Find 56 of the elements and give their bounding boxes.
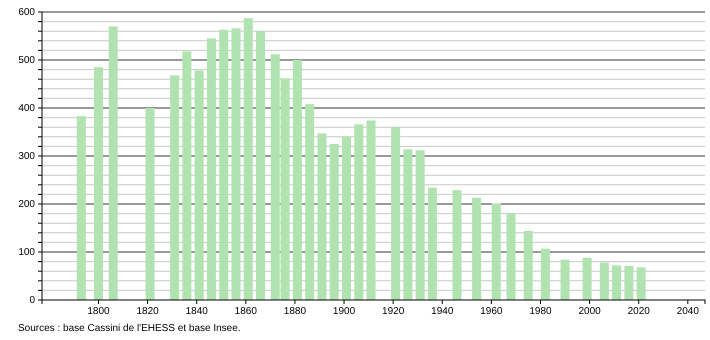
bar bbox=[506, 214, 516, 300]
bar bbox=[403, 149, 412, 300]
bar bbox=[416, 150, 425, 300]
bar bbox=[354, 124, 364, 300]
bar bbox=[317, 133, 326, 300]
y-tick-label: 600 bbox=[18, 7, 36, 18]
x-tick-label: 2040 bbox=[676, 306, 700, 318]
x-tick-label: 1860 bbox=[234, 306, 258, 318]
bar bbox=[560, 260, 570, 300]
bar bbox=[94, 67, 103, 300]
bar bbox=[170, 75, 180, 300]
bar bbox=[330, 144, 339, 300]
y-tick-label: 500 bbox=[18, 55, 36, 66]
bar bbox=[206, 38, 216, 300]
y-tick-label: 100 bbox=[18, 247, 36, 258]
bar bbox=[600, 262, 609, 300]
x-tick-label: 1940 bbox=[431, 306, 454, 318]
bar bbox=[305, 104, 314, 300]
bar bbox=[146, 108, 155, 300]
bar bbox=[636, 267, 646, 300]
bar bbox=[219, 30, 228, 300]
x-tick-label: 1840 bbox=[186, 306, 208, 318]
bar bbox=[194, 70, 204, 300]
bar bbox=[256, 31, 266, 300]
bar bbox=[391, 127, 400, 300]
bar bbox=[244, 18, 253, 300]
bar bbox=[428, 188, 437, 300]
y-tick-label: 0 bbox=[29, 295, 36, 306]
bar bbox=[452, 190, 462, 300]
y-tick-label: 300 bbox=[18, 151, 36, 162]
bar bbox=[231, 28, 240, 300]
bar bbox=[472, 198, 482, 300]
x-tick-label: 1900 bbox=[332, 306, 356, 318]
source-note: Sources : base Cassini de l'EHESS et base Insee. bbox=[18, 323, 241, 334]
bar bbox=[624, 266, 634, 300]
bar bbox=[108, 26, 118, 300]
bar bbox=[612, 265, 622, 300]
bar bbox=[540, 248, 550, 300]
x-tick-label: 2000 bbox=[578, 306, 602, 318]
x-tick-label: 1800 bbox=[87, 306, 110, 318]
x-tick-label: 1820 bbox=[136, 306, 160, 318]
x-tick-label: 1880 bbox=[284, 306, 306, 318]
bar bbox=[524, 230, 533, 300]
x-tick-label: 1960 bbox=[480, 306, 503, 318]
bar bbox=[342, 136, 351, 300]
bar bbox=[76, 116, 86, 300]
x-tick-label: 2020 bbox=[628, 306, 650, 318]
bar bbox=[492, 204, 501, 300]
bar bbox=[366, 120, 376, 300]
bar bbox=[582, 258, 592, 300]
bar bbox=[182, 51, 192, 300]
bar bbox=[292, 60, 302, 300]
x-tick-label: 1920 bbox=[382, 306, 405, 318]
y-tick-label: 400 bbox=[18, 103, 36, 114]
y-tick-label: 200 bbox=[18, 199, 36, 210]
x-tick-label: 1980 bbox=[529, 306, 552, 318]
